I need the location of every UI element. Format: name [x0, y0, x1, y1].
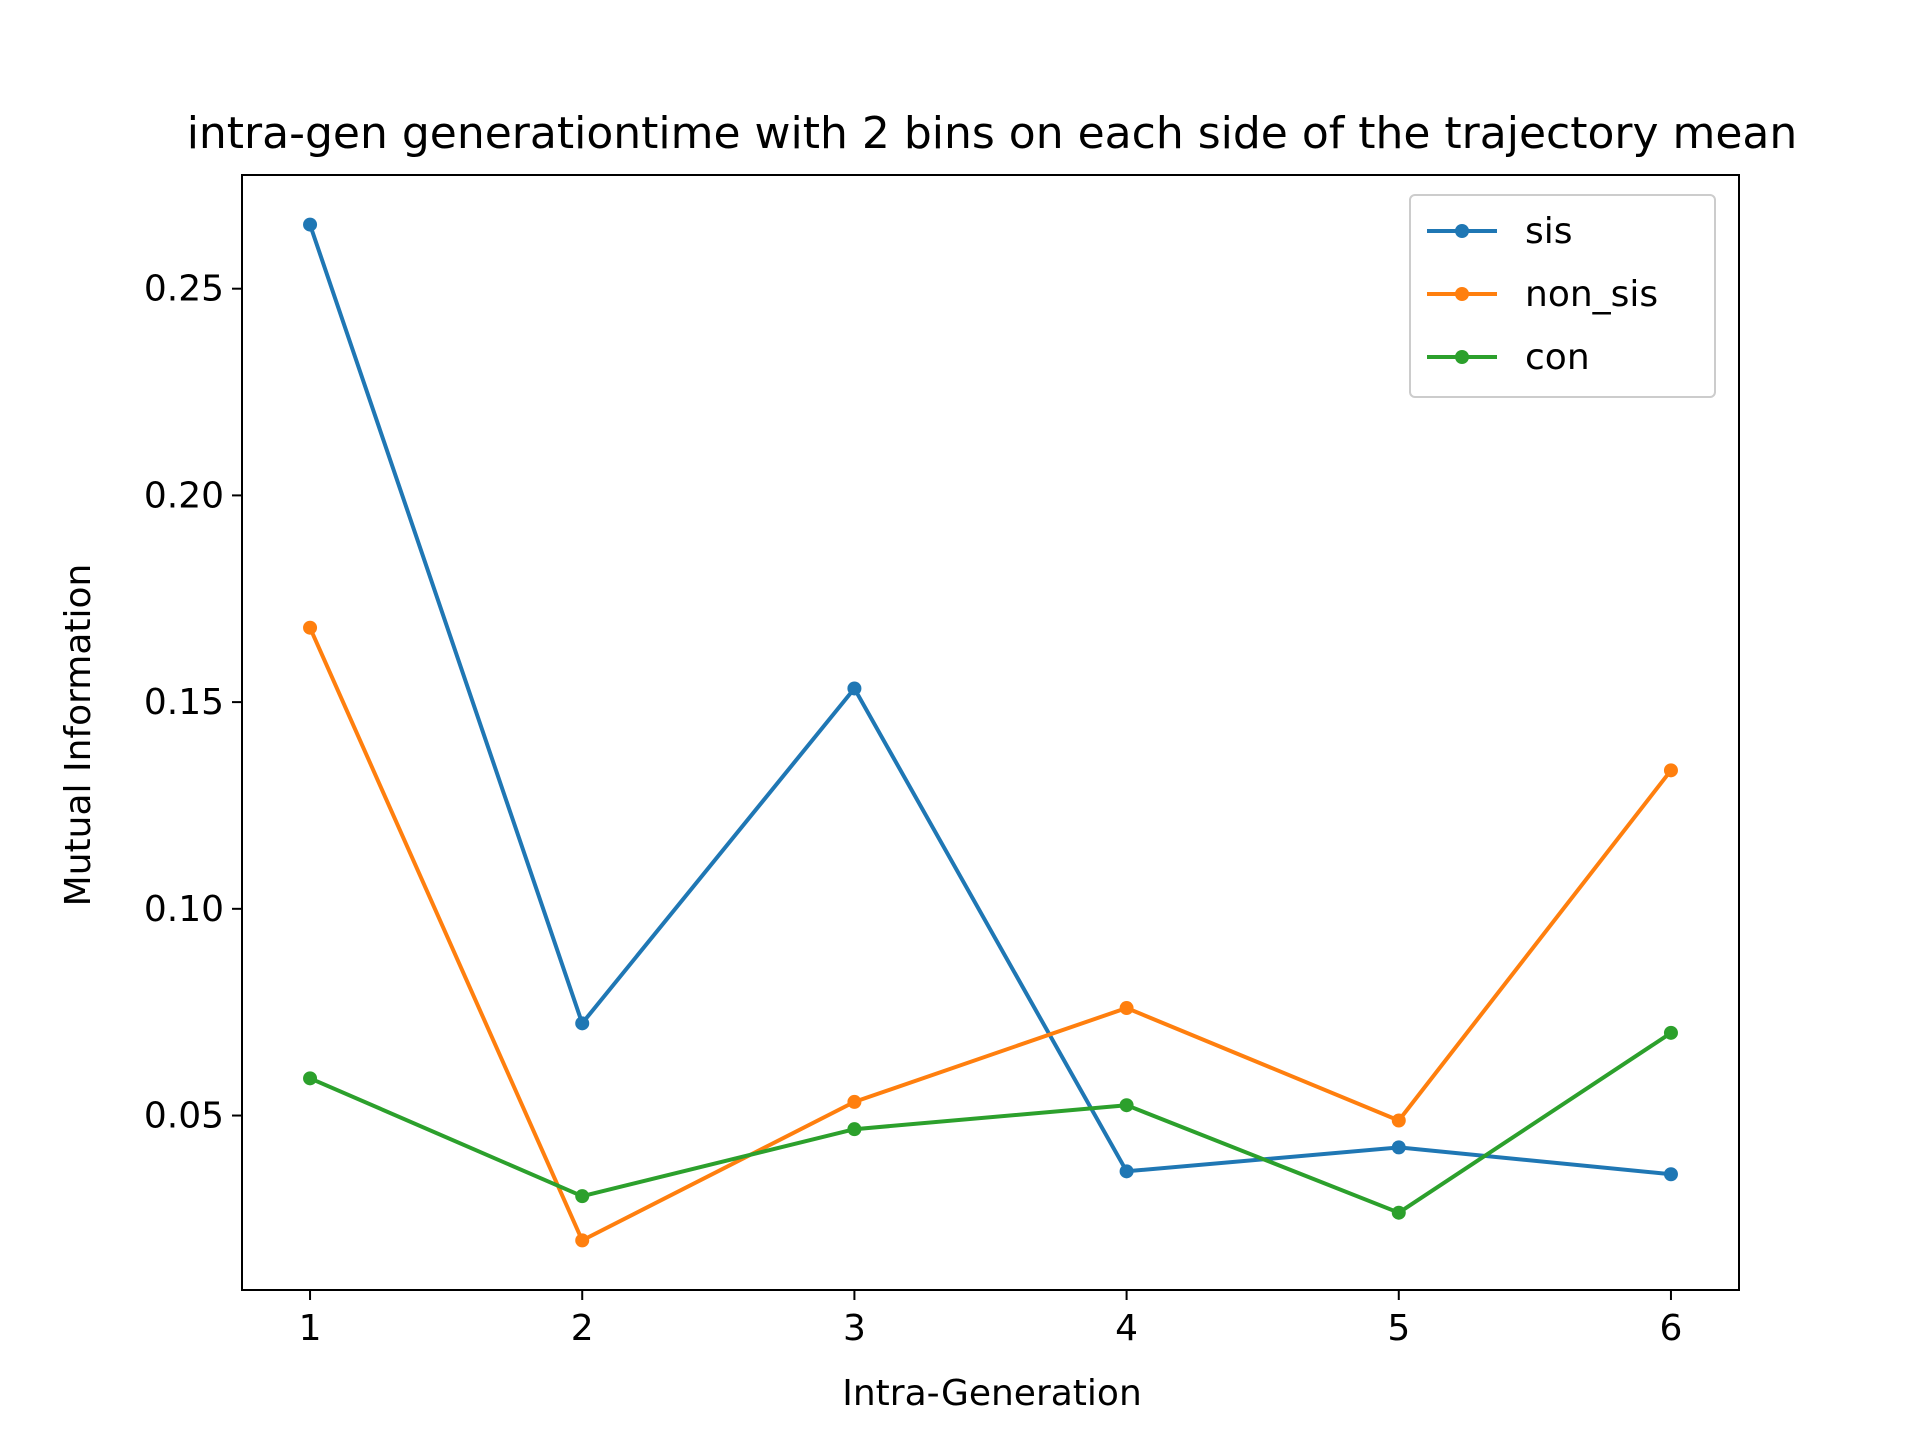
y-tick-label: 0.15	[144, 682, 224, 723]
data-point-sis	[1391, 1140, 1406, 1155]
legend-label-non_sis: non_sis	[1525, 274, 1658, 315]
data-point-non_sis	[847, 1094, 862, 1109]
data-point-non_sis	[1391, 1113, 1406, 1128]
data-point-non_sis	[575, 1233, 590, 1248]
y-tick-label: 0.20	[144, 475, 224, 516]
series-line-sis	[308, 223, 1672, 1177]
x-tick-label: 6	[1660, 1308, 1683, 1349]
legend-label-con: con	[1525, 337, 1590, 378]
x-tick-label: 1	[299, 1308, 322, 1349]
data-point-sis	[303, 217, 318, 232]
data-point-con	[847, 1122, 862, 1137]
data-point-sis	[1663, 1167, 1678, 1182]
x-axis-label: Intra-Generation	[842, 1373, 1142, 1414]
legend-marker-non_sis	[1455, 287, 1469, 301]
x-tick-label: 3	[843, 1308, 866, 1349]
data-point-sis	[575, 1016, 590, 1031]
data-point-non_sis	[1663, 763, 1678, 778]
chart-title: intra-gen generationtime with 2 bins on …	[187, 108, 1798, 159]
x-tick-label: 4	[1115, 1308, 1138, 1349]
y-axis-label: Mutual Information	[58, 564, 99, 907]
data-point-sis	[1119, 1164, 1134, 1179]
y-tick-label: 0.10	[144, 889, 224, 930]
series-line-non_sis	[308, 626, 1673, 1243]
x-tick-label: 5	[1387, 1308, 1410, 1349]
series-line-con	[309, 1031, 1673, 1215]
legend-marker-con	[1455, 350, 1469, 364]
data-point-sis	[847, 681, 862, 696]
plot-area: 1 2 3 4 5 6 0.05 0.10 0.15 0.20 0.25	[144, 174, 1740, 1349]
legend-label-sis: sis	[1525, 211, 1573, 252]
plot-frame	[241, 174, 1740, 1291]
data-point-con	[1119, 1098, 1134, 1113]
y-tick-label: 0.25	[144, 269, 224, 310]
legend-marker-sis	[1455, 224, 1469, 238]
legend-box	[1409, 194, 1716, 398]
data-point-non_sis	[1119, 1001, 1134, 1016]
data-point-non_sis	[303, 620, 318, 635]
data-point-con	[1391, 1205, 1406, 1220]
data-point-con	[303, 1071, 318, 1086]
data-point-con	[1663, 1025, 1678, 1040]
x-tick-label: 2	[571, 1308, 594, 1349]
data-point-con	[575, 1189, 590, 1204]
y-tick-label: 0.05	[144, 1096, 224, 1137]
